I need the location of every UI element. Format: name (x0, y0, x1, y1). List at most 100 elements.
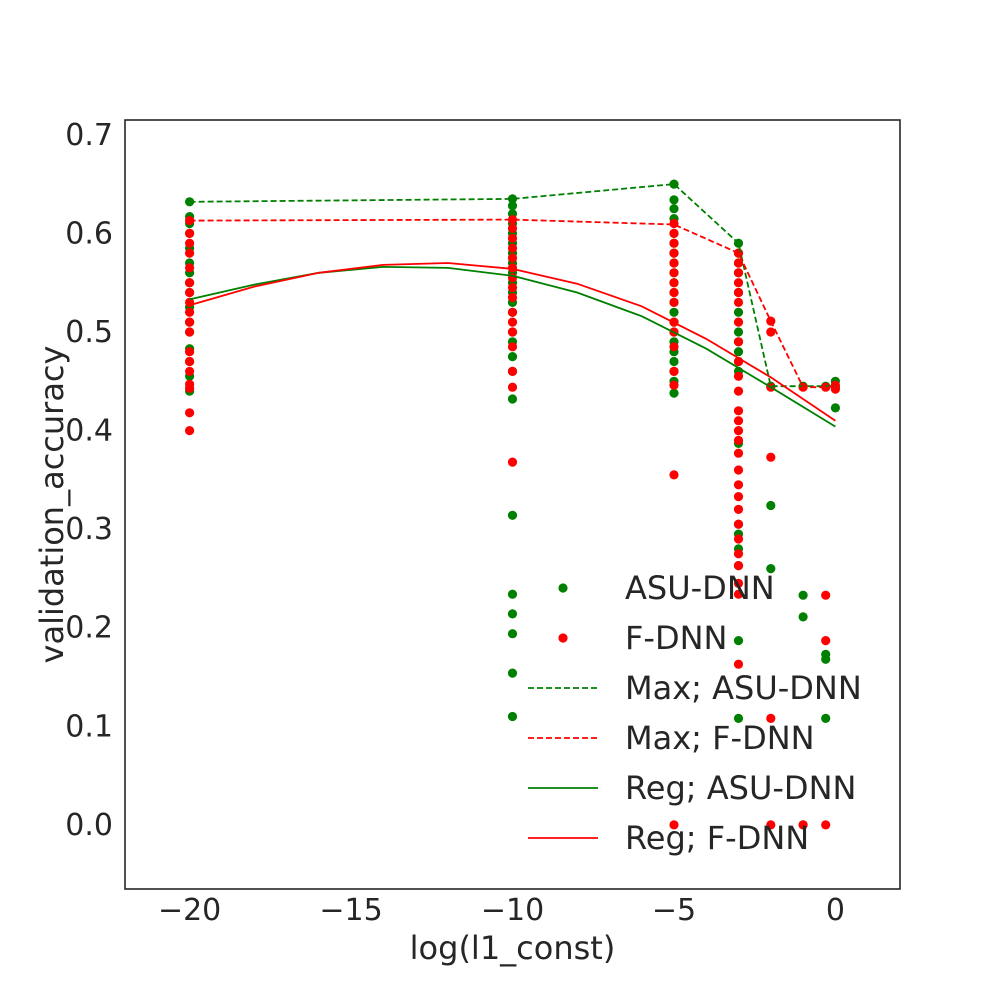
f-dnn-point (669, 342, 679, 352)
f-dnn-point (185, 408, 195, 418)
f-dnn-point (185, 327, 195, 337)
asu-dnn-point (507, 194, 518, 204)
f-dnn-point (669, 380, 679, 390)
f-dnn-point (507, 233, 518, 243)
f-dnn-point (507, 342, 518, 352)
axis-ticks: −20 −15 −10 −5 0 0.0 0.1 0.2 0.3 0.4 0.5 0.6 0.7 (65, 118, 845, 928)
f-dnn-point (733, 416, 744, 426)
f-dnn-point (185, 307, 195, 317)
f-dnn-point (733, 578, 744, 589)
f-dnn-point (185, 278, 195, 288)
f-dnn-point (733, 465, 744, 475)
max-asu-dnn-line (189, 183, 836, 388)
asu-dnn-point (507, 201, 518, 211)
f-dnn-point (507, 223, 518, 233)
x-tick-label: 0 (826, 893, 845, 928)
y-tick-label: 0.2 (65, 611, 113, 646)
f-dnn-point (669, 287, 679, 298)
y-tick-label: 0.7 (65, 118, 113, 153)
f-dnn-point (733, 406, 744, 416)
legend-label: F-DNN (625, 619, 727, 657)
f-dnn-point (507, 317, 518, 327)
f-dnn-point (766, 452, 776, 462)
f-dnn-point (669, 248, 679, 258)
legend-entry-max-asu-dnn: Max; ASU-DNN (528, 669, 862, 707)
f-dnn-point (821, 636, 831, 646)
x-tick-label: −20 (158, 893, 221, 928)
x-tick-label: −15 (319, 893, 382, 928)
f-dnn-point (507, 292, 518, 303)
f-dnn-point (733, 297, 744, 307)
f-dnn-point (733, 435, 744, 445)
f-dnn-point (669, 258, 679, 268)
legend-label: Max; ASU-DNN (625, 669, 862, 707)
y-tick-label: 0.6 (65, 216, 113, 251)
y-tick-label: 0.1 (65, 709, 113, 744)
f-dnn-point (733, 426, 744, 436)
f-dnn-point (733, 519, 744, 529)
f-dnn-point (733, 317, 744, 327)
f-dnn-point (733, 287, 744, 298)
f-dnn-point (733, 534, 744, 544)
asu-dnn-point (669, 195, 679, 205)
f-dnn-point (507, 243, 518, 253)
axes-frame (124, 119, 901, 890)
legend-entry-max-f-dnn: Max; F-DNN (528, 719, 815, 757)
asu-dnn-point (507, 711, 518, 722)
f-dnn-point (185, 356, 195, 367)
f-dnn-point (185, 317, 195, 327)
f-dnn-point (733, 549, 744, 559)
legend-label: ASU-DNN (625, 569, 775, 607)
f-dnn-point (669, 228, 679, 238)
f-dnn-point (185, 228, 195, 238)
asu-dnn-point (507, 609, 518, 619)
asu-dnn-point (669, 307, 679, 317)
f-dnn-point (766, 327, 776, 337)
legend-marker (558, 583, 568, 593)
f-dnn-point (185, 238, 195, 248)
max-f-dnn-line (189, 218, 836, 389)
f-dnn-point (766, 820, 776, 830)
asu-dnn-point (669, 388, 679, 398)
f-dnn-point (733, 504, 744, 514)
asu-dnn-point (821, 713, 831, 724)
asu-dnn-point (507, 394, 518, 404)
f-dnn-point (733, 337, 744, 347)
f-dnn-point (185, 383, 195, 393)
legend-entry-asu-dnn: ASU-DNN (558, 569, 775, 607)
y-axis-label: validation_accuracy (33, 346, 71, 664)
y-tick-label: 0.3 (65, 512, 113, 547)
asu-dnn-point (507, 629, 518, 639)
plot-area (185, 179, 841, 830)
f-dnn-point (185, 263, 195, 273)
f-dnn-point (185, 366, 195, 376)
f-dnn-point (733, 659, 744, 669)
f-dnn-point (733, 480, 744, 490)
asu-dnn-point (733, 347, 744, 357)
f-dnn-point (507, 215, 518, 225)
f-dnn-point (507, 382, 518, 392)
legend: ASU-DNN F-DNN Max; ASU-DNN Max; F-DNN Reg; A… (528, 569, 862, 857)
f-dnn-point (669, 366, 679, 376)
asu-dnn-point (830, 403, 841, 413)
f-dnn-point (669, 470, 679, 480)
f-dnn-point (821, 590, 831, 600)
x-tick-label: −5 (652, 893, 696, 928)
f-dnn-point (733, 371, 744, 381)
f-dnn-point (507, 307, 518, 317)
f-dnn-point (766, 713, 776, 724)
f-dnn-point (821, 382, 831, 392)
f-dnn-point (733, 386, 744, 396)
f-dnn-point (733, 448, 744, 458)
y-tick-label: 0.5 (65, 315, 113, 350)
y-tick-label: 0.0 (65, 808, 113, 843)
f-dnn-point (185, 287, 195, 298)
f-dnn-point (185, 248, 195, 258)
x-tick-label: −10 (481, 893, 544, 928)
legend-label: Max; F-DNN (625, 719, 815, 757)
f-dnn-point (669, 297, 679, 307)
f-dnn-point (507, 457, 518, 467)
asu-dnn-point (766, 500, 776, 511)
